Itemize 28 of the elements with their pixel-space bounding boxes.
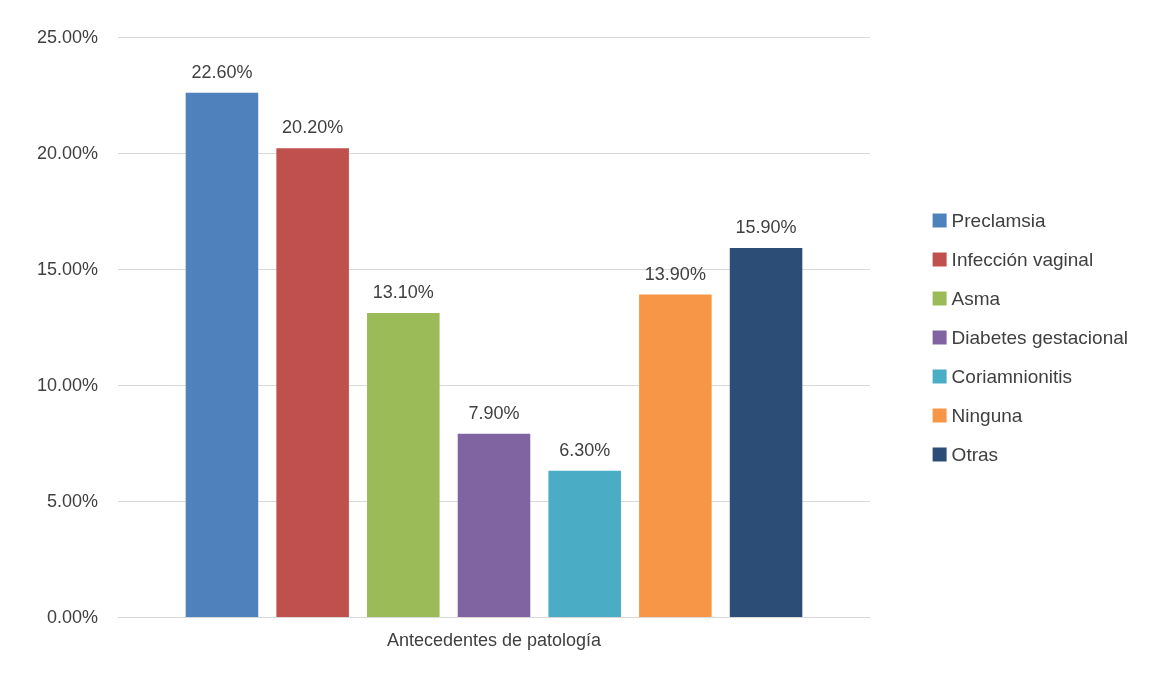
legend-label: Otras — [951, 444, 999, 465]
bar — [639, 294, 712, 617]
data-label: 7.90% — [468, 402, 520, 423]
y-tick-label: 15.00% — [36, 259, 98, 279]
x-tick-label: Antecedentes de patología — [386, 630, 603, 650]
bar — [276, 148, 349, 617]
data-label: 13.90% — [644, 263, 706, 284]
data-label: 13.10% — [372, 282, 434, 303]
data-label: 20.20% — [282, 117, 344, 138]
y-tick-label: 25.00% — [36, 27, 98, 47]
legend-label: Infección vaginal — [951, 249, 1094, 270]
y-tick-label: 0.00% — [46, 607, 98, 627]
bar — [367, 313, 440, 617]
bar — [185, 92, 259, 617]
data-label: 6.30% — [559, 439, 611, 460]
legend-label: Preclamsia — [951, 210, 1047, 231]
y-tick-label: 5.00% — [46, 491, 98, 511]
y-tick-label: 20.00% — [36, 143, 98, 163]
bar — [729, 248, 803, 617]
bar — [548, 470, 621, 617]
bar — [457, 433, 531, 617]
legend-label: Coriamnionitis — [951, 366, 1072, 387]
legend-label: Diabetes gestacional — [951, 327, 1128, 348]
y-tick-label: 10.00% — [36, 375, 98, 395]
legend-label: Ninguna — [951, 405, 1023, 426]
legend-label: Asma — [951, 288, 1001, 309]
data-label: 15.90% — [735, 217, 797, 238]
data-label: 22.60% — [191, 61, 253, 82]
